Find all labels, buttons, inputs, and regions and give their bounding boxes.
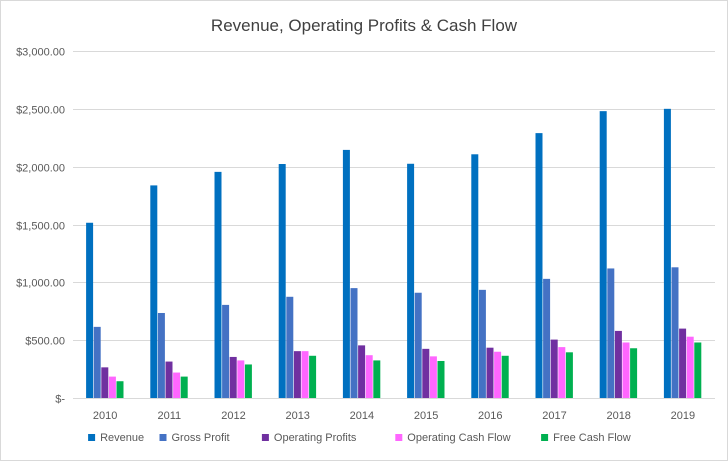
bar-gross-profit-2018 [607,268,615,398]
y-tick-label: $500.00 [25,336,65,348]
legend-label: Operating Cash Flow [407,432,510,444]
bar-revenue-2011 [150,185,158,398]
legend: Revenue Gross Profit Operating Profits Oper… [88,432,631,444]
y-tick-label: $2,000.00 [16,163,65,175]
bar-gross-profit-2019 [671,267,679,398]
bar-operating-cash-flow-2011 [173,372,181,398]
bar-operating-profits-2016 [486,347,494,398]
x-tick-label: 2019 [671,410,695,422]
y-tick-label: $1,500.00 [16,221,65,233]
x-tick-label: 2017 [542,410,566,422]
legend-label: Revenue [100,432,144,444]
legend-item-gross-profit: Gross Profit [159,432,230,444]
y-tick-label: $- [55,394,65,406]
bar-operating-profits-2010 [101,367,109,398]
bar-operating-profits-2017 [550,339,558,398]
bar-free-cash-flow-2018 [630,348,638,398]
bar-gross-profit-2015 [414,292,422,398]
x-tick-label: 2013 [285,410,309,422]
legend-swatch [261,434,269,441]
bar-gross-profit-2010 [93,326,101,398]
bar-operating-profits-2013 [293,351,301,398]
bar-operating-cash-flow-2016 [494,351,502,398]
legend-label: Operating Profits [274,432,357,444]
x-tick-label: 2011 [157,410,181,422]
bar-operating-profits-2018 [614,330,622,398]
bar-operating-cash-flow-2018 [622,342,630,398]
bar-revenue-2017 [535,133,543,398]
x-tick-label: 2014 [350,410,374,422]
bar-revenue-2019 [663,108,671,398]
y-tick-label: $3,000.00 [16,47,65,59]
legend-swatch [159,434,167,441]
legend-swatch [88,434,96,441]
legend-item-operating-cash-flow: Operating Cash Flow [395,432,511,444]
bar-operating-cash-flow-2013 [301,351,309,398]
bar-free-cash-flow-2012 [244,364,252,398]
bar-operating-profits-2011 [165,361,173,398]
legend-item-free-cash-flow: Free Cash Flow [541,432,631,444]
bar-gross-profit-2011 [157,312,165,398]
chart-title: Revenue, Operating Profits & Cash Flow [211,16,518,35]
bar-free-cash-flow-2019 [694,342,702,398]
legend-item-revenue: Revenue [88,432,144,444]
bar-operating-cash-flow-2014 [365,355,373,398]
bar-operating-profits-2015 [422,348,430,398]
bar-operating-cash-flow-2010 [108,376,116,398]
x-tick-label: 2018 [606,410,630,422]
x-tick-label: 2010 [93,410,117,422]
bar-revenue-2018 [599,111,607,399]
x-tick-label: 2015 [414,410,438,422]
legend-swatch [541,434,549,441]
bar-free-cash-flow-2014 [373,360,381,398]
bar-operating-cash-flow-2017 [558,347,566,398]
y-tick-label: $2,500.00 [16,105,65,117]
y-tick-label: $1,000.00 [16,278,65,290]
bar-operating-cash-flow-2019 [686,336,694,398]
x-axis-ticks: 2010 2011 2012 2013 2014 2015 2016 2017 2018 2019 [93,410,695,422]
bar-free-cash-flow-2016 [501,355,509,398]
x-tick-label: 2012 [221,410,245,422]
legend-item-operating-profits: Operating Profits [261,432,357,444]
bar-free-cash-flow-2017 [565,352,573,398]
bar-gross-profit-2017 [543,278,551,398]
bar-revenue-2013 [278,164,286,398]
legend-swatch [395,434,403,441]
bar-revenue-2016 [471,154,479,398]
bar-free-cash-flow-2015 [437,360,445,398]
gridlines [73,51,715,399]
bar-free-cash-flow-2010 [116,381,124,398]
bar-gross-profit-2013 [286,296,294,398]
bar-operating-profits-2012 [229,356,237,398]
bar-gross-profit-2012 [222,304,230,398]
bar-revenue-2012 [214,171,222,398]
bar-revenue-2014 [342,149,350,398]
bars [86,108,702,399]
bar-revenue-2015 [407,163,415,398]
bar-free-cash-flow-2011 [180,376,188,398]
bar-gross-profit-2016 [478,289,486,398]
bar-operating-profits-2019 [679,328,687,398]
bar-gross-profit-2014 [350,288,358,398]
legend-label: Free Cash Flow [553,432,631,444]
legend-label: Gross Profit [172,432,230,444]
bar-operating-cash-flow-2012 [237,360,245,398]
bar-operating-profits-2014 [358,345,366,398]
bar-free-cash-flow-2013 [309,355,317,398]
x-tick-label: 2016 [478,410,502,422]
bar-revenue-2010 [86,222,94,398]
y-axis-ticks: $- $500.00 $1,000.00 $1,500.00 $2,000.00 $2,5… [16,47,65,406]
bar-operating-cash-flow-2015 [429,356,437,398]
